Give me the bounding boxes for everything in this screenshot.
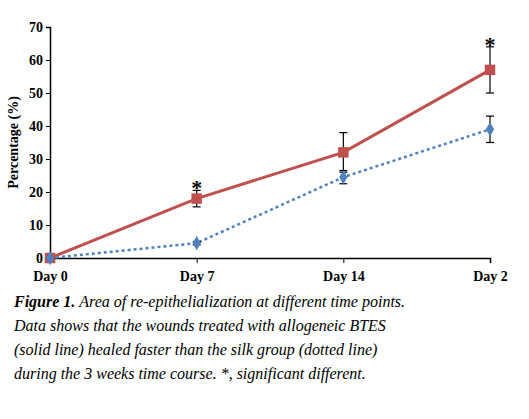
caption-line: during the 3 weeks time course. *, signi… [14,365,366,383]
plot-area [45,47,495,265]
y-axis: 0 10 20 30 40 50 60 70 [29,20,51,266]
y-tick: 20 [29,185,50,200]
series-line [50,129,490,258]
y-tick-label: 60 [29,53,43,68]
y-tick-label: 20 [29,185,43,200]
y-tick-mark [46,192,50,193]
y-tick: 60 [29,53,50,68]
marker [338,147,348,157]
y-tick-mark [46,159,50,160]
marker [339,170,347,184]
y-tick: 30 [29,152,50,167]
x-tick-mark [490,258,491,263]
caption-text: Area of re-epithelialization at differen… [78,293,405,311]
error-bar-cap [339,132,347,133]
chart: 0 10 20 30 40 50 60 70 Day 0 Day 7 Day 14 Day 2 Perc… [0,0,529,419]
y-tick-label: 0 [36,251,43,266]
y-tick-mark [46,126,50,127]
error-bar [486,116,494,142]
x-axis: Day 0 Day 7 Day 14 Day 2 [33,258,508,284]
y-axis-line [46,28,51,259]
annotation: * [191,175,202,200]
error-bar-cap [486,115,494,116]
caption-line: Data shows that the wounds treated with … [13,317,386,335]
y-axis-title: Percentage (%) [6,96,22,189]
x-tick-mark [343,258,344,263]
x-tick-label: Day 7 [180,269,215,284]
caption-label: Figure 1. [13,293,75,311]
y-tick-label: 10 [29,218,43,233]
x-tick: Day 7 [180,258,215,284]
y-tick-mark [46,27,50,28]
y-tick: 50 [29,86,50,101]
x-axis-line [51,259,491,264]
series-line [50,70,490,258]
x-tick-label: Day 0 [33,269,68,284]
x-tick: Day 14 [323,258,365,284]
x-tick-mark [197,258,198,263]
annotation: * [485,32,496,57]
y-tick-mark [46,60,50,61]
caption-line: (solid line) healed faster than the silk… [14,341,377,359]
marker [46,251,54,265]
error-bar-cap [486,142,494,143]
marker [193,236,201,250]
y-tick-mark [46,93,50,94]
y-tick-label: 50 [29,86,43,101]
error-bar-cap [193,206,201,207]
y-tick: 10 [29,218,50,233]
error-bar-cap [486,92,494,93]
y-tick: 40 [29,119,50,134]
marker [486,122,494,136]
y-tick: 70 [29,20,50,35]
caption-line: Figure 1.Area of re-epithelialization at… [13,293,405,311]
y-tick-label: 30 [29,152,43,167]
x-tick-label: Day 2 [473,269,508,284]
y-tick-label: 40 [29,119,43,134]
x-tick: Day 2 [473,258,508,284]
y-tick-label: 70 [29,20,43,35]
error-bar [339,171,347,184]
x-tick-label: Day 14 [323,269,365,284]
marker [485,65,495,75]
y-tick-mark [46,225,50,226]
